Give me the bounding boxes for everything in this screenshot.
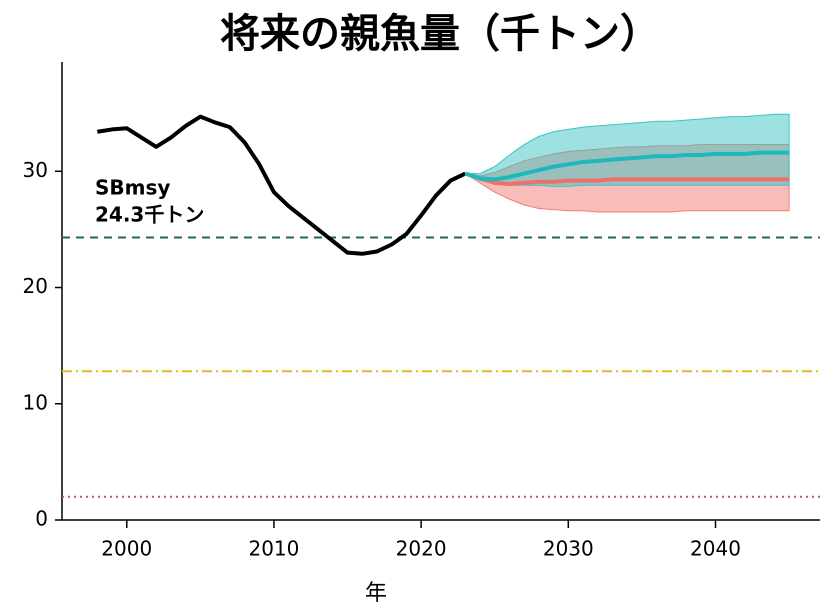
y-tick-label: 30 xyxy=(23,158,48,182)
series-line xyxy=(97,114,467,256)
series-line xyxy=(464,171,790,187)
annotation: 24.3千トン xyxy=(95,203,204,227)
chart-title: 将来の親魚量（千トン） xyxy=(220,11,660,57)
series-line xyxy=(464,150,790,182)
x-tick-label: 2000 xyxy=(101,537,152,561)
x-tick-label: 2030 xyxy=(543,537,594,561)
y-tick-label: 10 xyxy=(23,390,48,414)
x-tick-label: 2020 xyxy=(396,537,447,561)
y-tick-label: 20 xyxy=(23,274,48,298)
x-tick-label: 2010 xyxy=(248,537,299,561)
x-axis-label: 年 xyxy=(365,581,387,606)
annotation: SBmsy xyxy=(95,176,170,200)
y-tick-label: 0 xyxy=(35,507,48,531)
x-tick-label: 2040 xyxy=(690,537,741,561)
